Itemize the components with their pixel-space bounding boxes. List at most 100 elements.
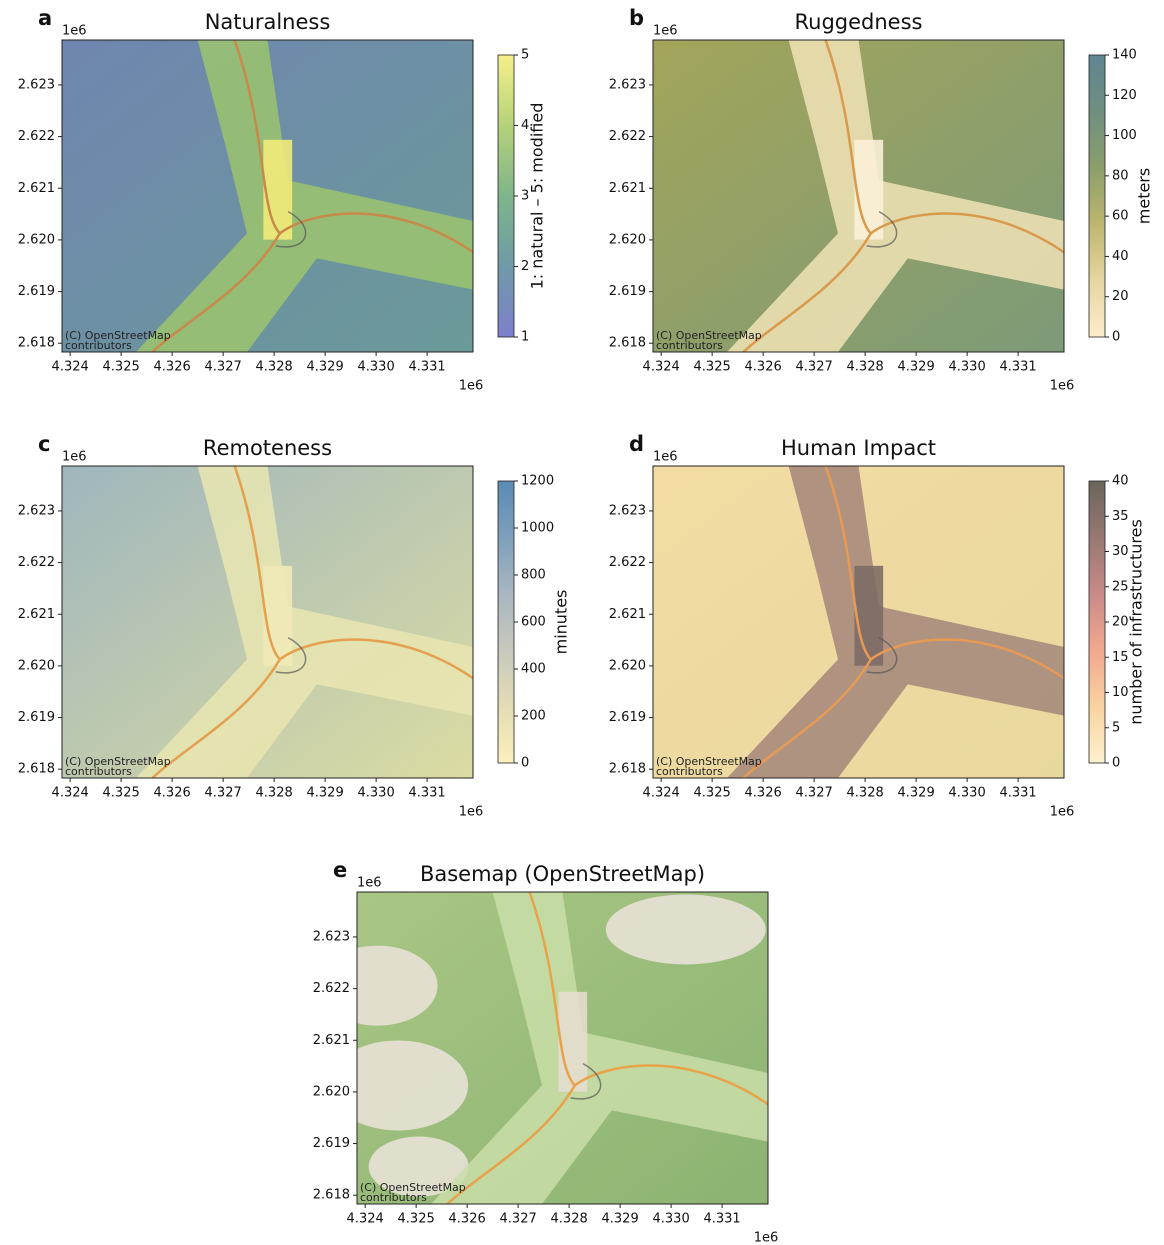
- colorbar-tick-label: 4: [521, 118, 529, 133]
- x-tick-label: 4.327: [500, 1212, 537, 1227]
- x-tick-label: 4.325: [103, 786, 140, 801]
- panel-label: b: [629, 6, 644, 30]
- village: [263, 565, 293, 666]
- village: [854, 565, 884, 666]
- village: [558, 991, 588, 1092]
- x-tick-label: 4.330: [949, 360, 986, 375]
- panel-title: Ruggedness: [795, 10, 923, 34]
- y-tick-label: 2.621: [609, 181, 646, 196]
- x-tick-label: 4.331: [703, 1212, 740, 1227]
- y-tick-label: 2.622: [18, 555, 55, 570]
- x-tick-label: 4.327: [205, 786, 242, 801]
- attribution: contributors: [656, 765, 723, 778]
- y-tick-label: 2.622: [609, 555, 646, 570]
- x-tick-label: 4.324: [347, 1212, 384, 1227]
- x-tick-label: 4.329: [898, 786, 935, 801]
- y-tick-label: 2.618: [18, 336, 55, 351]
- axes-frame: [61, 39, 474, 353]
- colorbar-tick-label: 25: [1112, 579, 1129, 594]
- y-tick-label: 2.620: [18, 232, 55, 247]
- colorbar-tick-label: 30: [1112, 544, 1129, 559]
- y-tick-label: 2.618: [313, 1188, 350, 1203]
- map-panel: c Remoteness 1e6 1e6 (C) OpenStreetMapcontri…: [18, 432, 571, 820]
- colorbar-tick-label: 200: [521, 709, 546, 724]
- colorbar-label: meters: [1135, 168, 1154, 224]
- river: [570, 1062, 602, 1100]
- x-offset: 1e6: [1050, 379, 1075, 394]
- road: [446, 1084, 576, 1204]
- y-tick-label: 2.618: [18, 762, 55, 777]
- attribution: (C) OpenStreetMap: [656, 329, 762, 342]
- x-tick-label: 4.328: [551, 1212, 588, 1227]
- map-patch: [605, 894, 766, 965]
- colorbar-tick-label: 15: [1112, 650, 1129, 665]
- map-panel: e Basemap (OpenStreetMap) 1e6 1e6 (C) OpenSt…: [313, 858, 778, 1245]
- x-tick-label: 4.327: [796, 360, 833, 375]
- colorbar-tick-label: 10: [1112, 685, 1129, 700]
- panel-label: c: [38, 432, 50, 456]
- y-tick-label: 2.619: [18, 710, 55, 725]
- colorbar-tick-label: 5: [521, 48, 529, 63]
- map-patch: [357, 1040, 469, 1131]
- x-tick-label: 4.325: [694, 786, 731, 801]
- x-offset: 1e6: [754, 1231, 779, 1245]
- panel-label: d: [629, 432, 644, 456]
- river: [866, 636, 898, 674]
- x-tick-label: 4.325: [398, 1212, 435, 1227]
- village: [263, 139, 293, 240]
- x-tick-label: 4.330: [358, 360, 395, 375]
- colorbar-tick-label: 1000: [521, 521, 554, 536]
- map-panel: a Naturalness 1e6 1e6 (C) OpenStreetMapcontr…: [18, 6, 547, 394]
- colorbar-tick-label: 1200: [521, 474, 554, 489]
- x-tick-label: 4.331: [408, 360, 445, 375]
- map-image: [62, 40, 473, 352]
- y-tick-label: 2.619: [609, 284, 646, 299]
- x-tick-label: 4.331: [408, 786, 445, 801]
- attribution: (C) OpenStreetMap: [65, 755, 171, 768]
- map-patch: [357, 945, 438, 1026]
- x-tick-label: 4.325: [694, 360, 731, 375]
- x-offset: 1e6: [1050, 805, 1075, 820]
- y-tick-label: 2.620: [609, 232, 646, 247]
- x-offset: 1e6: [459, 379, 484, 394]
- colorbar-tick-label: 20: [1112, 289, 1129, 304]
- y-tick-label: 2.622: [609, 129, 646, 144]
- map-image: [357, 892, 768, 1204]
- colorbar-tick-label: 80: [1112, 168, 1129, 183]
- colorbar: [1088, 54, 1106, 338]
- x-tick-label: 4.324: [52, 786, 89, 801]
- x-tick-label: 4.324: [52, 360, 89, 375]
- colorbar-tick-label: 800: [521, 568, 546, 583]
- y-tick-label: 2.623: [313, 929, 350, 944]
- x-tick-label: 4.326: [449, 1212, 486, 1227]
- y-tick-label: 2.623: [609, 503, 646, 518]
- x-tick-label: 4.329: [307, 786, 344, 801]
- attribution: (C) OpenStreetMap: [65, 329, 171, 342]
- map-panel: b Ruggedness 1e6 1e6 (C) OpenStreetMapcontri…: [609, 6, 1154, 394]
- attribution: contributors: [656, 339, 723, 352]
- map-image: [62, 466, 473, 778]
- x-tick-label: 4.329: [602, 1212, 639, 1227]
- y-tick-label: 2.620: [313, 1084, 350, 1099]
- colorbar: [497, 480, 515, 764]
- x-tick-label: 4.326: [154, 360, 191, 375]
- colorbar-label: 1: natural – 5: modified: [528, 103, 547, 290]
- colorbar-tick-label: 60: [1112, 209, 1129, 224]
- valley: [727, 466, 1064, 778]
- y-tick-label: 2.623: [18, 77, 55, 92]
- axes-frame: [652, 465, 1065, 779]
- valley: [431, 892, 768, 1204]
- axes-frame: [356, 891, 769, 1205]
- x-tick-label: 4.328: [256, 786, 293, 801]
- x-tick-label: 4.327: [796, 786, 833, 801]
- river: [275, 210, 307, 248]
- y-tick-label: 2.620: [18, 658, 55, 673]
- y-offset: 1e6: [357, 876, 382, 891]
- attribution: (C) OpenStreetMap: [656, 755, 762, 768]
- colorbar-tick-label: 0: [521, 756, 529, 771]
- colorbar-label: minutes: [552, 590, 571, 655]
- road: [742, 658, 872, 778]
- y-tick-label: 2.622: [313, 981, 350, 996]
- axes-frame: [61, 465, 474, 779]
